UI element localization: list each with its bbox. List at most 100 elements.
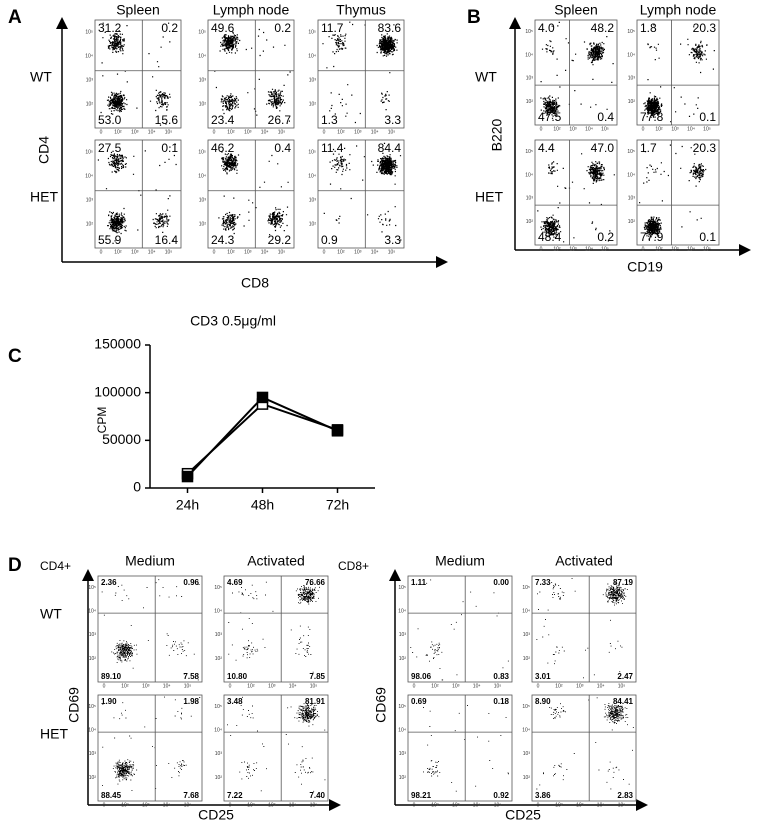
quadrant-value: 48.2 [591,21,615,35]
axis-tick-label: 10² [337,249,345,255]
axis-tick-label: 10⁵ [184,802,192,808]
quadrant-value: 0.2 [274,21,291,35]
axis-tick-label: 10⁴ [525,52,533,58]
x-tick-label: 48h [251,497,274,513]
axis-tick-label: 10² [215,656,223,662]
axis-tick-label: 0 [100,249,103,255]
quadrant-value: 7.85 [309,672,325,681]
quadrant-value: 3.48 [227,697,243,706]
quadrant-value: 1.7 [640,141,657,155]
quadrant-value: 4.4 [538,141,555,155]
axis-tick-label: 10³ [354,129,362,135]
quadrant-value: 7.68 [183,791,199,800]
plot-frame [94,139,182,249]
axis-tick-label: 10² [309,101,317,107]
axis-tick-label: 0 [413,683,416,689]
axis-tick-label: 10³ [268,683,276,689]
dot-cloud [101,579,200,681]
quadrant-value: 0.1 [699,110,716,124]
axis-tick-label: 10³ [309,197,317,203]
quadrant-value: 77.9 [640,230,664,244]
axis-tick-label: 10⁵ [310,683,318,689]
column-header: Medium [435,553,485,569]
axis-tick-label: 10⁵ [618,802,626,808]
quadrant-value: 0.96 [183,578,199,587]
axis-tick-label: 10² [215,775,223,781]
quadrant-value: 23.4 [211,113,235,127]
axis-label: CD4 [36,136,52,164]
plot-frame [636,19,720,126]
quadrant-value: 1.90 [101,697,117,706]
y-tick-label: 0 [133,479,141,495]
column-header: Spleen [554,2,598,18]
axis-tick-label: 10³ [131,249,139,255]
quadrant-value: 48.4 [538,230,562,244]
plot-frame [407,575,513,683]
y-tick-label: 150000 [94,336,141,352]
axis-tick-label: 10² [227,249,235,255]
quadrant-value: 89.10 [101,672,122,681]
axis-tick-label: 10⁵ [525,149,533,155]
axis-tick-label: 10² [227,129,235,135]
axis-tick-label: 10⁵ [522,704,530,710]
axis-tick-label: 10⁴ [163,802,171,808]
axis-tick-label: 10² [89,656,97,662]
quadrant-value: 27.5 [98,141,122,155]
axis-tick-label: 10² [523,775,531,781]
panel-letter: D [8,555,22,576]
axis-tick-label: 10³ [671,126,679,132]
axis-tick-label: 10⁵ [627,29,635,35]
dot-cloud [227,696,326,798]
axis-tick-label: 10² [199,221,207,227]
axis-tick-label: 10³ [142,802,150,808]
axis-tick-label: 10⁵ [165,129,173,135]
quadrant-value: 0.00 [493,578,509,587]
quadrant-value: 31.2 [98,21,122,35]
axis-tick-label: 10² [655,246,663,252]
row-label: HET [30,189,58,205]
quadrant-value: 47.0 [591,141,615,155]
quadrant-value: 0.4 [274,141,291,155]
axis-tick-label: 0 [540,246,543,252]
axis-label: CD8 [241,275,269,291]
axis-tick-label: 10² [247,802,255,808]
axis-tick-label: 10⁴ [198,173,206,179]
axis-tick-label: 10⁴ [525,172,533,178]
axis-tick-label: 10³ [268,802,276,808]
axis-tick-label: 0 [323,129,326,135]
axis-tick-label: 10³ [199,197,207,203]
plot-frame [531,575,637,683]
axis-tick-label: 10⁴ [148,249,156,255]
axis-tick-label: 10⁴ [473,802,481,808]
axis-tick-label: 10⁵ [214,585,222,591]
axis-tick-label: 10⁵ [398,704,406,710]
axis-tick-label: 10⁴ [522,609,530,615]
axis-tick-label: 0 [323,249,326,255]
axis-tick-label: 10⁴ [687,126,695,132]
dot-cloud [97,143,177,242]
quadrant-value: 4.0 [538,21,555,35]
axis-tick-label: 10⁴ [371,249,379,255]
column-header: Activated [247,553,305,569]
dot-cloud [102,696,201,794]
axis-tick-label: 10² [526,219,534,225]
dot-cloud [322,21,398,124]
axis-tick-label: 10⁵ [308,149,316,155]
y-tick-label: 100000 [94,383,141,399]
column-header: Spleen [116,2,160,18]
axis-tick-label: 10³ [86,197,94,203]
axis-tick-label: 10² [121,802,129,808]
axis-tick-label: 10² [337,129,345,135]
axis-tick-label: 10³ [89,632,97,638]
axis-tick-label: 10⁵ [278,249,286,255]
axis-tick-label: 10³ [215,751,223,757]
axis-tick-label: 10³ [671,246,679,252]
axis-tick-label: 10⁵ [88,704,96,710]
quadrant-value: 3.3 [384,113,401,127]
axis-tick-label: 10⁵ [198,29,206,35]
dot-cloud [536,578,628,679]
dot-cloud [536,697,634,790]
group-label: CD8+ [338,559,369,573]
quadrant-value: 1.11 [411,578,427,587]
quadrant-value: 11.4 [321,141,344,155]
